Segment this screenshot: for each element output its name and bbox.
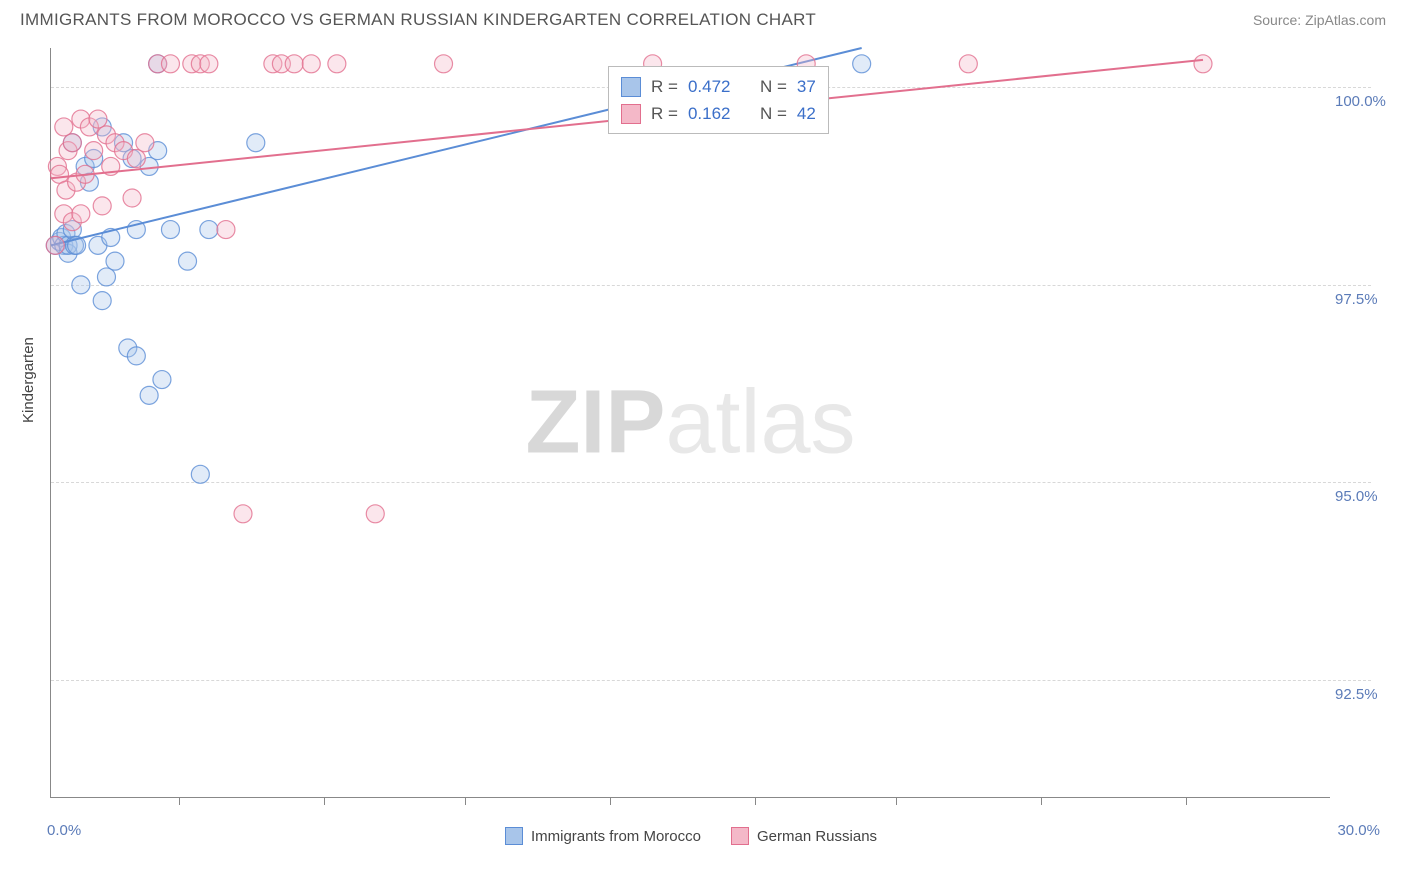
y-tick-label: 95.0% [1335, 488, 1378, 505]
x-tick [179, 797, 180, 805]
correlation-stats-box: R = 0.472 N = 37R = 0.162 N = 42 [608, 66, 829, 134]
x-tick [465, 797, 466, 805]
stat-r-label: R = [651, 100, 678, 127]
plot-area: ZIPatlas 92.5%95.0%97.5%100.0% R = 0.472… [50, 48, 1330, 798]
data-point [853, 55, 871, 73]
data-point [217, 221, 235, 239]
stats-row: R = 0.162 N = 42 [621, 100, 816, 127]
data-point [97, 268, 115, 286]
source-label: Source: ZipAtlas.com [1253, 12, 1386, 28]
data-point [959, 55, 977, 73]
chart-container: Kindergarten ZIPatlas 92.5%95.0%97.5%100… [50, 48, 1390, 838]
stat-n-value: 37 [797, 73, 816, 100]
x-tick [896, 797, 897, 805]
legend-item: Immigrants from Morocco [505, 827, 701, 845]
data-point [200, 55, 218, 73]
data-point [153, 371, 171, 389]
legend-label: Immigrants from Morocco [531, 828, 701, 845]
legend-item: German Russians [731, 827, 877, 845]
x-tick [1041, 797, 1042, 805]
data-point [85, 142, 103, 160]
stat-r-label: R = [651, 73, 678, 100]
data-point [161, 55, 179, 73]
scatter-plot-svg [51, 48, 1331, 798]
x-axis-max-label: 30.0% [1337, 822, 1380, 839]
data-point [55, 118, 73, 136]
data-point [123, 189, 141, 207]
legend-swatch [505, 827, 523, 845]
stats-row: R = 0.472 N = 37 [621, 73, 816, 100]
stat-n-label: N = [760, 73, 787, 100]
y-tick-label: 92.5% [1335, 686, 1378, 703]
data-point [93, 197, 111, 215]
stats-swatch [621, 104, 641, 124]
data-point [366, 505, 384, 523]
data-point [1194, 55, 1212, 73]
y-tick-label: 100.0% [1335, 93, 1386, 110]
data-point [63, 134, 81, 152]
data-point [191, 465, 209, 483]
y-tick-label: 97.5% [1335, 291, 1378, 308]
data-point [46, 236, 64, 254]
data-point [89, 110, 107, 128]
data-point [93, 292, 111, 310]
data-point [127, 347, 145, 365]
data-point [285, 55, 303, 73]
data-point [127, 150, 145, 168]
legend-swatch [731, 827, 749, 845]
data-point [161, 221, 179, 239]
data-point [72, 205, 90, 223]
data-point [328, 55, 346, 73]
y-axis-label: Kindergarten [20, 337, 37, 423]
x-tick [324, 797, 325, 805]
data-point [247, 134, 265, 152]
stat-r-value: 0.162 [688, 100, 731, 127]
x-tick [755, 797, 756, 805]
data-point [200, 221, 218, 239]
chart-title: IMMIGRANTS FROM MOROCCO VS GERMAN RUSSIA… [20, 10, 816, 30]
data-point [234, 505, 252, 523]
x-tick [610, 797, 611, 805]
data-point [302, 55, 320, 73]
data-point [140, 386, 158, 404]
stat-n-label: N = [760, 100, 787, 127]
x-tick [1186, 797, 1187, 805]
stats-swatch [621, 77, 641, 97]
data-point [72, 276, 90, 294]
data-point [106, 252, 124, 270]
data-point [136, 134, 154, 152]
legend-label: German Russians [757, 828, 877, 845]
stat-n-value: 42 [797, 100, 816, 127]
data-point [179, 252, 197, 270]
data-point [435, 55, 453, 73]
legend: Immigrants from Morocco German Russians [51, 827, 1331, 845]
stat-r-value: 0.472 [688, 73, 731, 100]
